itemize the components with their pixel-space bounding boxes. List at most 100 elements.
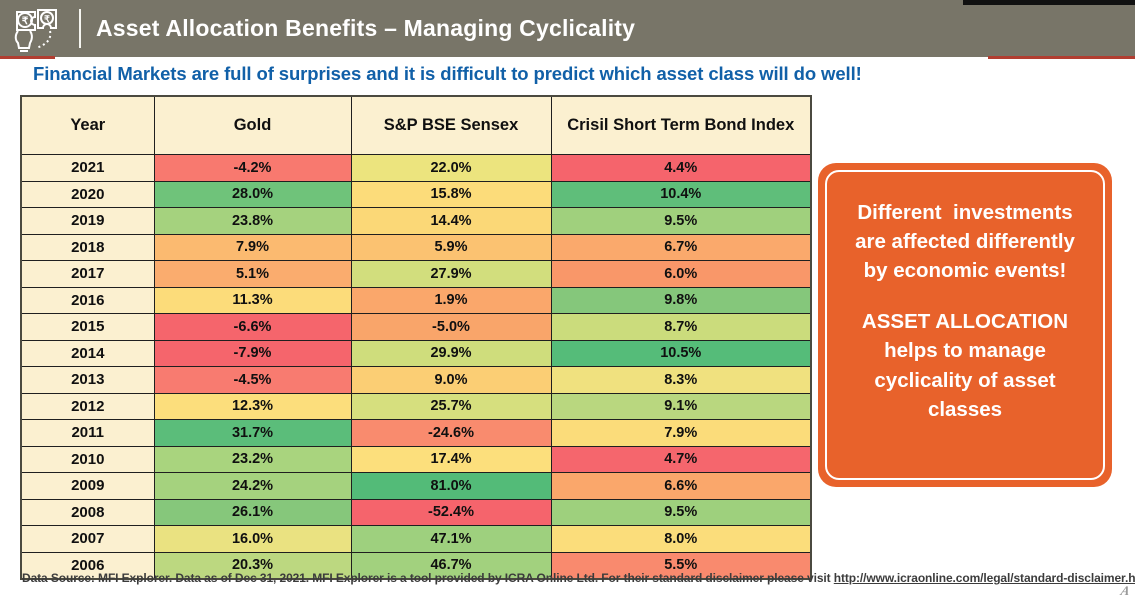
table-row: 2017 5.1% 27.9% 6.0% [20,260,812,288]
return-cell: 15.8% [350,180,552,208]
callout-text-line: Different investments [857,201,1073,224]
return-cell: 23.8% [153,207,352,235]
return-cell: -4.2% [153,154,352,182]
footer-disclaimer: Data Source: MFI Explorer. Data as of De… [22,571,1135,585]
year-cell: 2021 [20,154,155,182]
year-cell: 2020 [20,180,155,208]
table-body: 2021 -4.2% 22.0% 4.4% 2020 28.0% 15.8% 10.4% 201… [20,154,812,580]
return-cell: -6.6% [153,313,352,341]
return-cell: 28.0% [153,180,352,208]
header-accent-right [988,56,1135,59]
year-cell: 2014 [20,339,155,367]
return-cell: 9.8% [550,286,812,314]
column-header-crisil: Crisil Short Term Bond Index [550,95,812,155]
idea-bulb-rupee-puzzle-icon: ₹ ₹ [14,9,57,52]
year-cell: 2008 [20,498,155,526]
column-header-gold: Gold [153,95,352,155]
return-cell: 12.3% [153,392,352,420]
disclaimer-link[interactable]: http://www.icraonline.com/legal/standard… [833,571,1135,585]
return-cell: 5.9% [350,233,552,261]
year-cell: 2015 [20,313,155,341]
callout-text-line: classes [927,397,1003,421]
table-row: 2019 23.8% 14.4% 9.5% [20,207,812,235]
table-header-row: Year Gold S&P BSE Sensex Crisil Short Te… [20,95,812,155]
header-accent-left [0,56,55,59]
column-header-year: Year [20,95,155,155]
callout-text-line: are affected differently [855,230,1075,254]
return-cell: 10.5% [550,339,812,367]
return-cell: 7.9% [550,419,812,447]
corner-watermark: A [1119,583,1132,598]
table-row: 2008 26.1% -52.4% 9.5% [20,498,812,526]
return-cell: 5.1% [153,260,352,288]
return-cell: -7.9% [153,339,352,367]
table-row: 2012 12.3% 25.7% 9.1% [20,392,812,420]
table-row: 2021 -4.2% 22.0% 4.4% [20,154,812,182]
callout-text-line: ASSET ALLOCATION [861,310,1069,334]
return-cell: 29.9% [350,339,552,367]
return-cell: 25.7% [350,392,552,420]
return-cell: 27.9% [350,260,552,288]
return-cell: 47.1% [350,525,552,553]
table-row: 2006 20.3% 46.7% 5.5% [20,551,812,580]
year-cell: 2017 [20,260,155,288]
table-row: 2007 16.0% 47.1% 8.0% [20,525,812,553]
svg-text:₹: ₹ [44,14,50,24]
table-row: 2010 23.2% 17.4% 4.7% [20,445,812,473]
year-cell: 2010 [20,445,155,473]
return-cell: 7.9% [153,233,352,261]
return-cell: 14.4% [350,207,552,235]
year-cell: 2009 [20,472,155,500]
return-cell: 9.5% [550,207,812,235]
slide-subtitle: Financial Markets are full of surprises … [33,63,862,84]
return-cell: 4.7% [550,445,812,473]
callout-text-line: by economic events! [863,259,1067,283]
return-cell: 16.0% [153,525,352,553]
return-cell: 22.0% [350,154,552,182]
return-cell: 9.5% [550,498,812,526]
table-row: 2018 7.9% 5.9% 6.7% [20,233,812,261]
return-cell: 17.4% [350,445,552,473]
table-row: 2015 -6.6% -5.0% 8.7% [20,313,812,341]
year-cell: 2012 [20,392,155,420]
return-cell: 8.3% [550,366,812,394]
year-cell: 2013 [20,366,155,394]
top-right-black-strip [963,0,1135,5]
return-cell: 6.7% [550,233,812,261]
year-cell: 2019 [20,207,155,235]
table-row: 2011 31.7% -24.6% 7.9% [20,419,812,447]
return-cell: 6.0% [550,260,812,288]
return-cell: 6.6% [550,472,812,500]
callout-inner-border: Different investments are affected diffe… [825,170,1105,480]
return-cell: 31.7% [153,419,352,447]
table-row: 2014 -7.9% 29.9% 10.5% [20,339,812,367]
table-row: 2009 24.2% 81.0% 6.6% [20,472,812,500]
callout-text-line: cyclicality of asset [874,368,1056,392]
return-cell: 11.3% [153,286,352,314]
return-cell: 1.9% [350,286,552,314]
return-cell: 46.7% [350,551,552,580]
return-cell: 10.4% [550,180,812,208]
return-cell: 20.3% [153,551,352,580]
header-bar: ₹ ₹ Asset Allocation Benefits – Managing… [0,0,1135,57]
callout-box: Different investments are affected diffe… [818,163,1112,487]
year-cell: 2007 [20,525,155,553]
return-cell: 8.7% [550,313,812,341]
year-cell: 2016 [20,286,155,314]
return-cell: 9.0% [350,366,552,394]
table-row: 2013 -4.5% 9.0% 8.3% [20,366,812,394]
footer-text: Data Source: MFI Explorer. Data as of De… [22,571,834,585]
return-cell: 9.1% [550,392,812,420]
column-header-sensex: S&P BSE Sensex [350,95,552,155]
table-row: 2020 28.0% 15.8% 10.4% [20,180,812,208]
svg-text:₹: ₹ [22,16,29,27]
return-cell: 8.0% [550,525,812,553]
year-cell: 2018 [20,233,155,261]
return-cell: -4.5% [153,366,352,394]
return-cell: -24.6% [350,419,552,447]
return-cell: 81.0% [350,472,552,500]
return-cell: 24.2% [153,472,352,500]
header-divider [79,9,81,48]
callout-paragraph-gap [827,285,1103,307]
